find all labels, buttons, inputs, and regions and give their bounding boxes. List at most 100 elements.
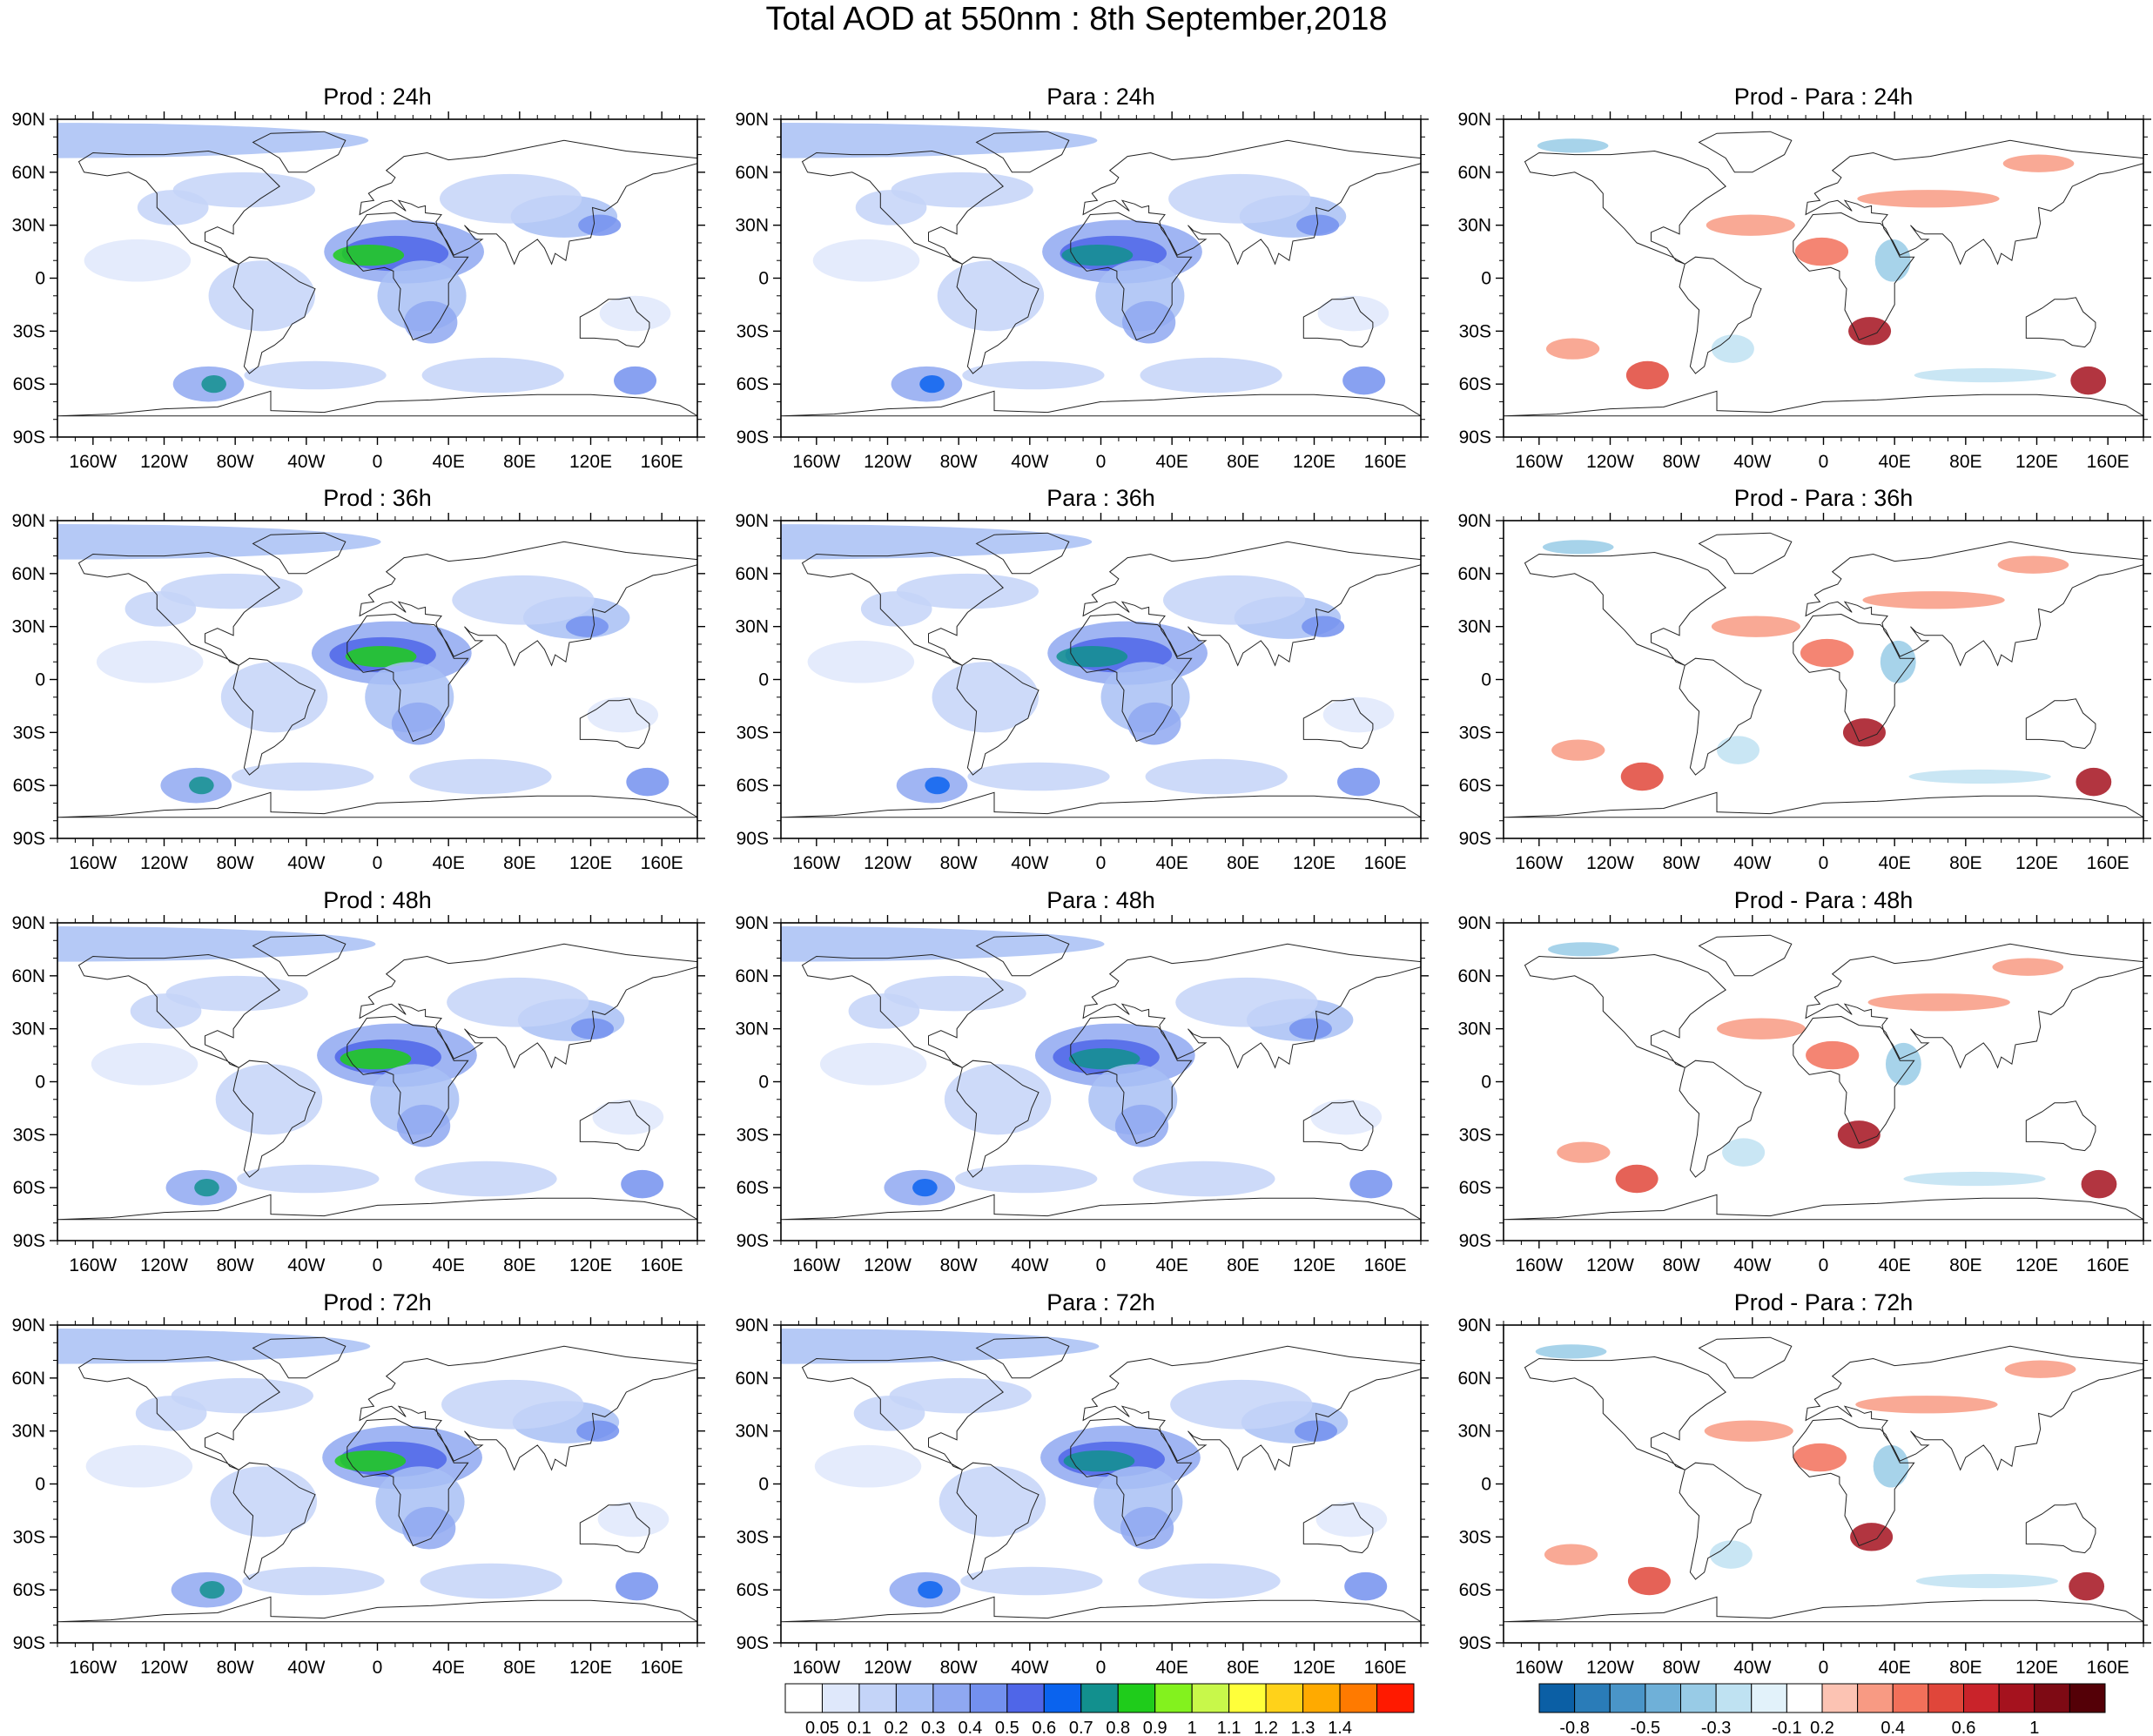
aerosol-field: [1848, 317, 1892, 346]
aerosol-field: [1855, 1396, 1998, 1414]
lat-label: 30S: [1459, 1527, 1491, 1547]
aerosol-field: [1170, 1379, 1313, 1430]
colorbar-label: 0.2: [1810, 1719, 1834, 1736]
coastline: [252, 1336, 346, 1379]
aerosol-field: [1063, 1450, 1135, 1472]
coastline: [579, 297, 650, 348]
coastline: [1302, 698, 1374, 750]
aerosol-field: [447, 977, 589, 1027]
colorbar-label: 0.3: [921, 1719, 945, 1736]
lon-label: 160E: [641, 853, 683, 873]
colorbar-label: 1.4: [1328, 1719, 1352, 1736]
lon-label: 40W: [1011, 853, 1048, 873]
lon-label: 80W: [217, 1658, 254, 1678]
aerosol-field: [565, 616, 609, 637]
lon-label: 80E: [503, 452, 535, 472]
lon-label: 160E: [641, 452, 683, 472]
map-background: [1504, 923, 2143, 1241]
coastline: [579, 1503, 650, 1554]
lat-label: 60N: [1457, 1369, 1491, 1389]
aerosol-field: [1625, 360, 1669, 390]
aerosol-field: [781, 1329, 1100, 1364]
colorbar-swatch: [1043, 1683, 1082, 1713]
coastline: [1504, 1194, 2143, 1221]
coastline: [1793, 212, 1915, 341]
lat-label: 30N: [1457, 216, 1491, 236]
aerosol-field: [1842, 718, 1886, 747]
aerosol-field: [621, 1169, 664, 1199]
coastline: [232, 1060, 316, 1178]
lat-label: 30N: [11, 1422, 45, 1442]
aerosol-field: [962, 360, 1105, 390]
coastline: [359, 1345, 697, 1471]
aerosol-field: [1627, 1566, 1671, 1596]
lon-label: 80E: [1949, 452, 1981, 472]
aerosol-field: [1537, 138, 1609, 153]
lat-label: 60S: [13, 374, 45, 394]
coastline: [77, 551, 280, 666]
aerosol-field: [1717, 1018, 1807, 1040]
lon-label: 120W: [864, 1255, 912, 1275]
colorbar-swatch: [969, 1683, 1008, 1713]
map-field: [781, 923, 1421, 1241]
aerosol-field: [1114, 1104, 1169, 1147]
coastline: [1504, 791, 2143, 818]
lon-label: 160W: [69, 1658, 117, 1678]
map-panel: Para : 24h 90N 60N 30N 0 30S 60S 90S 160W 120W 80W…: [735, 84, 1429, 472]
aerosol-field: [1615, 1164, 1658, 1194]
aerosol-field: [1794, 237, 1849, 266]
lat-label: 90N: [735, 1315, 769, 1336]
coastline: [1793, 613, 1915, 743]
colorbar-label: 1.3: [1291, 1719, 1315, 1736]
map-field: [1504, 1325, 2143, 1643]
aerosol-field: [1061, 244, 1134, 266]
lon-label: 80E: [503, 1658, 535, 1678]
lat-label: 60S: [1459, 1580, 1491, 1600]
lat-label: 90S: [737, 1231, 769, 1251]
lat-label: 60N: [11, 163, 45, 183]
lat-label: 0: [758, 269, 769, 289]
coastline: [359, 541, 697, 667]
lat-label: 0: [35, 1475, 45, 1495]
lat-label: 90N: [1457, 1315, 1491, 1336]
lat-label: 90N: [11, 511, 45, 531]
lon-label: 120E: [2015, 452, 2058, 472]
lon-label: 40W: [1733, 452, 1771, 472]
aerosol-field: [220, 662, 328, 733]
lat-label: 30S: [737, 1527, 769, 1547]
map-field: [1504, 119, 2143, 437]
aerosol-field: [237, 1164, 380, 1194]
lat-label: 30S: [13, 723, 45, 743]
lon-label: 40E: [1155, 853, 1188, 873]
lat-label: 30S: [737, 321, 769, 341]
lon-label: 120E: [2015, 1658, 2058, 1678]
lat-label: 0: [1481, 269, 1491, 289]
aerosol-field: [576, 1420, 620, 1442]
lat-label: 60N: [1457, 163, 1491, 183]
lon-label: 0: [373, 1658, 383, 1678]
coastline: [1504, 1596, 2143, 1623]
lat-label: 60S: [1459, 1178, 1491, 1198]
panel-title: Para : 72h: [1046, 1289, 1155, 1315]
colorbar-swatch: [1751, 1683, 1787, 1713]
colorbar-label: 0.4: [1881, 1719, 1905, 1736]
lon-label: 160W: [1515, 853, 1563, 873]
aerosol-field: [1548, 942, 1619, 957]
lon-label: 0: [1819, 452, 1829, 472]
aerosol-field: [960, 1566, 1103, 1596]
coastline: [1302, 1503, 1374, 1554]
lon-label: 40W: [287, 452, 325, 472]
coastline: [2025, 698, 2096, 750]
lat-label: 30N: [735, 1019, 769, 1040]
lat-label: 30S: [13, 321, 45, 341]
aerosol-field: [1127, 702, 1181, 745]
panel-title: Prod - Para : 48h: [1734, 887, 1914, 913]
coastline: [252, 532, 346, 575]
aerosol-field: [896, 573, 1039, 609]
colorbar-label: 1.2: [1254, 1719, 1278, 1736]
colorbar-swatch: [1963, 1683, 2000, 1713]
aerosol-field: [571, 1018, 615, 1040]
lat-label: 90S: [737, 1633, 769, 1653]
aerosol-field: [1711, 334, 1754, 363]
lon-label: 40E: [432, 1255, 464, 1275]
